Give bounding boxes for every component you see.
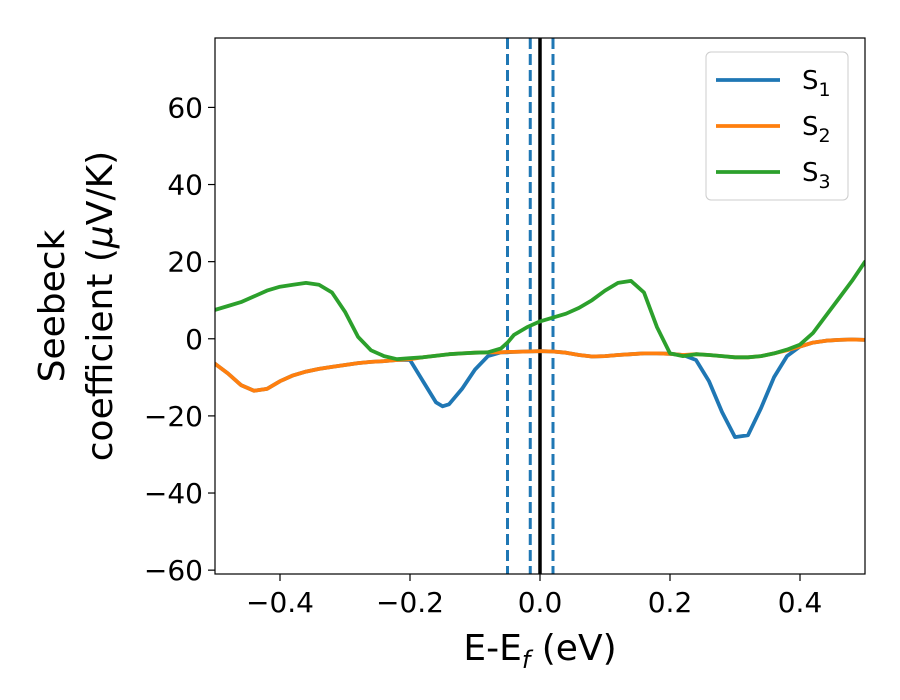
series-lines bbox=[215, 259, 865, 439]
y-axis-label-line2-end: V/K) bbox=[80, 151, 121, 225]
x-tick-label: −0.4 bbox=[246, 586, 314, 619]
legend-label-s1: S1 bbox=[802, 66, 831, 101]
y-axis-label-line2: coefficient (μV/K) bbox=[80, 151, 121, 461]
x-axis-label-unit: (eV) bbox=[530, 628, 616, 669]
x-axis-label-main: E-E bbox=[463, 628, 521, 669]
y-tick-label: −40 bbox=[144, 477, 203, 510]
x-tick-label: −0.2 bbox=[376, 586, 444, 619]
y-axis-label-line2-start: coefficient ( bbox=[80, 248, 121, 461]
y-axis-ticks: −60 −40 −20 0 20 40 60 bbox=[144, 91, 215, 587]
y-tick-label: −20 bbox=[144, 400, 203, 433]
y-tick-label: 40 bbox=[167, 169, 203, 202]
x-tick-label: 0.0 bbox=[518, 586, 563, 619]
legend-label-s2: S2 bbox=[802, 112, 831, 147]
x-axis-label: E-Ef (eV) bbox=[463, 628, 616, 674]
x-tick-label: 0.4 bbox=[778, 586, 823, 619]
x-axis-ticks: −0.4 −0.2 0.0 0.2 0.4 bbox=[246, 574, 822, 619]
y-tick-label: 60 bbox=[167, 91, 203, 124]
x-tick-label: 0.2 bbox=[648, 586, 693, 619]
legend-label-s3: S3 bbox=[802, 158, 831, 193]
y-tick-label: 0 bbox=[185, 323, 203, 356]
y-axis-label-mu: μ bbox=[80, 225, 121, 249]
y-tick-label: −60 bbox=[144, 554, 203, 587]
legend: S1 S2 S3 bbox=[705, 51, 849, 201]
vertical-reference-lines bbox=[506, 38, 555, 574]
series-line-s3 bbox=[215, 259, 865, 362]
y-axis-label-line1: Seebeck bbox=[32, 229, 73, 382]
y-tick-label: 20 bbox=[167, 246, 203, 279]
